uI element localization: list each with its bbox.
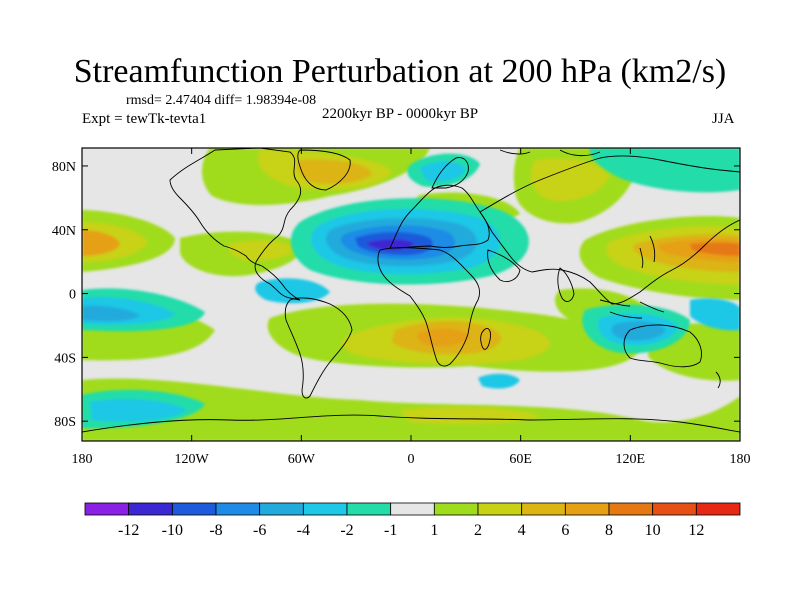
colorbar-swatch — [564, 502, 610, 516]
colorbar-label: -12 — [118, 522, 139, 539]
colorbar-swatch — [171, 502, 217, 516]
lon-tick-label: 120E — [616, 452, 646, 467]
season-label: JJA — [712, 111, 735, 127]
colorbar-label: 8 — [605, 522, 613, 539]
lon-tick-label: 60W — [288, 452, 316, 467]
lat-tick-label: 40S — [54, 351, 76, 366]
colorbar-label: 2 — [474, 522, 482, 539]
colorbar-label: -8 — [209, 522, 222, 539]
experiment-label: Expt = tewTk-tevta1 — [82, 111, 207, 127]
colorbar-swatch — [302, 502, 348, 516]
lon-tick-label: 60E — [509, 452, 532, 467]
colorbar — [84, 502, 741, 516]
colorbar-swatch — [477, 502, 523, 516]
lon-tick-label: 180 — [730, 452, 751, 467]
lat-tick-label: 40N — [52, 224, 76, 239]
stats-label: rmsd= 2.47404 diff= 1.98394e-08 — [126, 93, 317, 108]
colorbar-swatch — [390, 502, 435, 516]
colorbar-swatch — [346, 502, 392, 516]
coastlines — [82, 148, 740, 433]
colorbar-swatch — [215, 502, 261, 516]
colorbar-swatch — [521, 502, 566, 516]
colorbar-label: -6 — [253, 522, 266, 539]
colorbar-swatch — [433, 502, 479, 516]
colorbar-label: -10 — [162, 522, 183, 539]
contour-field — [82, 148, 740, 441]
colorbar-swatch — [608, 502, 654, 516]
lat-tick-label: 80S — [54, 415, 76, 430]
colorbar-swatch — [128, 502, 173, 516]
lon-tick-label: 180 — [72, 452, 93, 467]
colorbar-swatch — [259, 502, 304, 516]
colorbar-label: -1 — [384, 522, 397, 539]
colorbar-swatch — [695, 502, 741, 516]
colorbar-swatch — [652, 502, 697, 516]
chart-title: Streamfunction Perturbation at 200 hPa (… — [73, 53, 727, 90]
colorbar-label: 10 — [645, 522, 661, 539]
lon-axis: 180 120W 60W 0 60E 120E 180 — [72, 148, 751, 467]
colorbar-label: 4 — [518, 522, 526, 539]
colorbar-label: 1 — [430, 522, 438, 539]
lon-tick-label: 0 — [408, 452, 415, 467]
colorbar-label: 6 — [561, 522, 569, 539]
colorbar-label: -4 — [297, 522, 310, 539]
lat-tick-label: 0 — [69, 288, 76, 303]
colorbar-label: 12 — [688, 522, 704, 539]
colorbar-labels: -12 -10 -8 -6 -4 -2 -1 1 2 4 6 8 10 12 — [118, 522, 704, 539]
lat-tick-label: 80N — [52, 160, 76, 175]
lon-tick-label: 120W — [175, 452, 210, 467]
colorbar-swatch — [84, 502, 130, 516]
period-label: 2200kyr BP - 0000kyr BP — [322, 106, 479, 122]
negative-anomalies — [82, 148, 740, 429]
colorbar-label: -2 — [340, 522, 353, 539]
lat-axis: 80N 40N 0 40S 80S — [52, 160, 740, 430]
